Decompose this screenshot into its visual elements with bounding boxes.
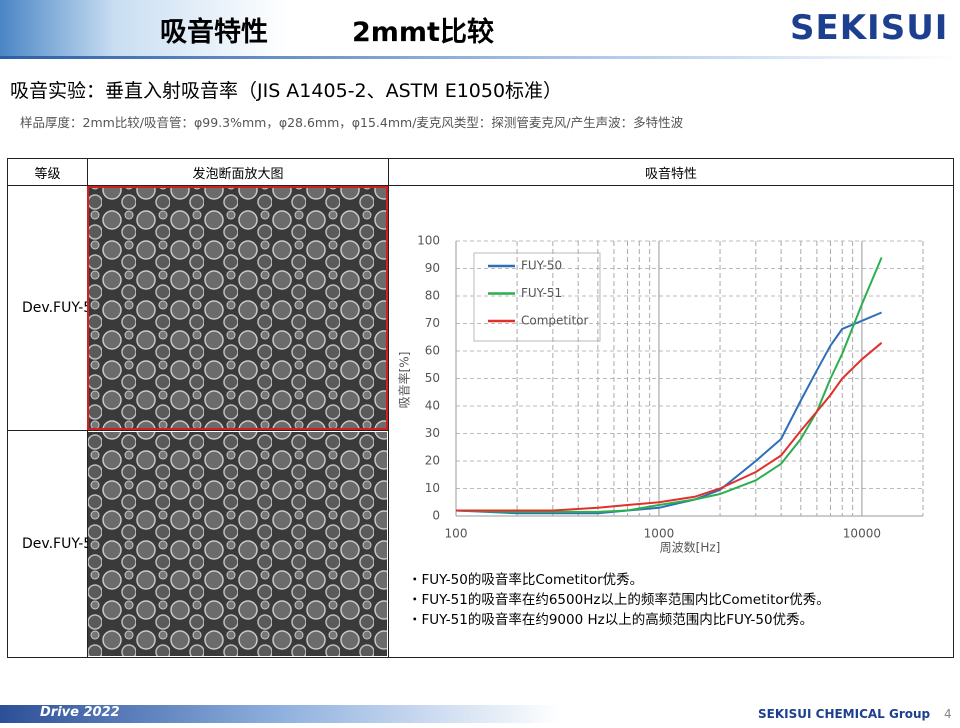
- grade: Dev.FUY-50: [7, 185, 101, 431]
- y-tick-label: 90: [425, 261, 440, 275]
- legend-label: FUY-50: [521, 259, 562, 273]
- note: ・FUY-51的吸音率在约6500Hz以上的频率范围内比Cometitor优秀。: [408, 592, 830, 608]
- y-tick-label: 0: [432, 509, 440, 523]
- y-tick-label: 100: [417, 234, 440, 248]
- y-tick-label: 80: [425, 289, 440, 303]
- x-tick-label: 1000: [644, 527, 675, 541]
- col-header: 发泡断面放大图: [87, 158, 389, 186]
- conditions: 样品厚度：2mm比较/吸音管：φ99.3%mm，φ28.6mm，φ15.4mm/…: [20, 115, 684, 130]
- y-label: 吸音率[%]: [397, 352, 412, 409]
- sem-photo: [88, 432, 387, 656]
- header-band: [0, 0, 960, 56]
- page-number: 4: [944, 707, 952, 721]
- y-tick-label: 10: [425, 481, 440, 495]
- note: ・FUY-51的吸音率在约9000 Hz以上的高频范围内比FUY-50优秀。: [408, 612, 814, 628]
- subtitle: 2mmt比较: [352, 17, 494, 48]
- notes: ・FUY-50的吸音率比Cometitor优秀。 ・FUY-51的吸音率在约65…: [408, 570, 830, 630]
- y-tick-label: 30: [425, 426, 440, 440]
- sem-photo: [87, 186, 388, 430]
- header-rule: [0, 56, 960, 59]
- footer-event: Drive 2022: [40, 705, 120, 720]
- footer-company: SEKISUI CHEMICAL Group: [758, 707, 931, 721]
- grade: Dev.FUY-51: [7, 430, 101, 658]
- y-tick-label: 20: [425, 454, 440, 468]
- line-series: [455, 257, 883, 513]
- heading: 吸音实验：垂直入射吸音率（JIS A1405-2、ASTM E1050标准）: [10, 80, 563, 102]
- x-tick-label: 10000: [843, 527, 881, 541]
- legend-label: Competitor: [521, 314, 588, 328]
- line-series: [456, 342, 883, 512]
- x-tick-label: 100: [445, 527, 468, 541]
- legend-label: FUY-51: [521, 286, 562, 300]
- y-tick-label: 50: [425, 371, 440, 385]
- x-label: 周波数[Hz]: [660, 540, 721, 555]
- line-series: [455, 311, 882, 515]
- legend-box: [473, 252, 601, 342]
- note: ・FUY-50的吸音率比Cometitor优秀。: [408, 572, 644, 588]
- y-tick-label: 70: [425, 316, 440, 330]
- y-tick-label: 40: [425, 399, 440, 413]
- logo: SEKISUI: [790, 8, 949, 48]
- footer-band: [0, 705, 560, 723]
- y-tick-label: 60: [425, 344, 440, 358]
- title: 吸音特性: [160, 17, 268, 48]
